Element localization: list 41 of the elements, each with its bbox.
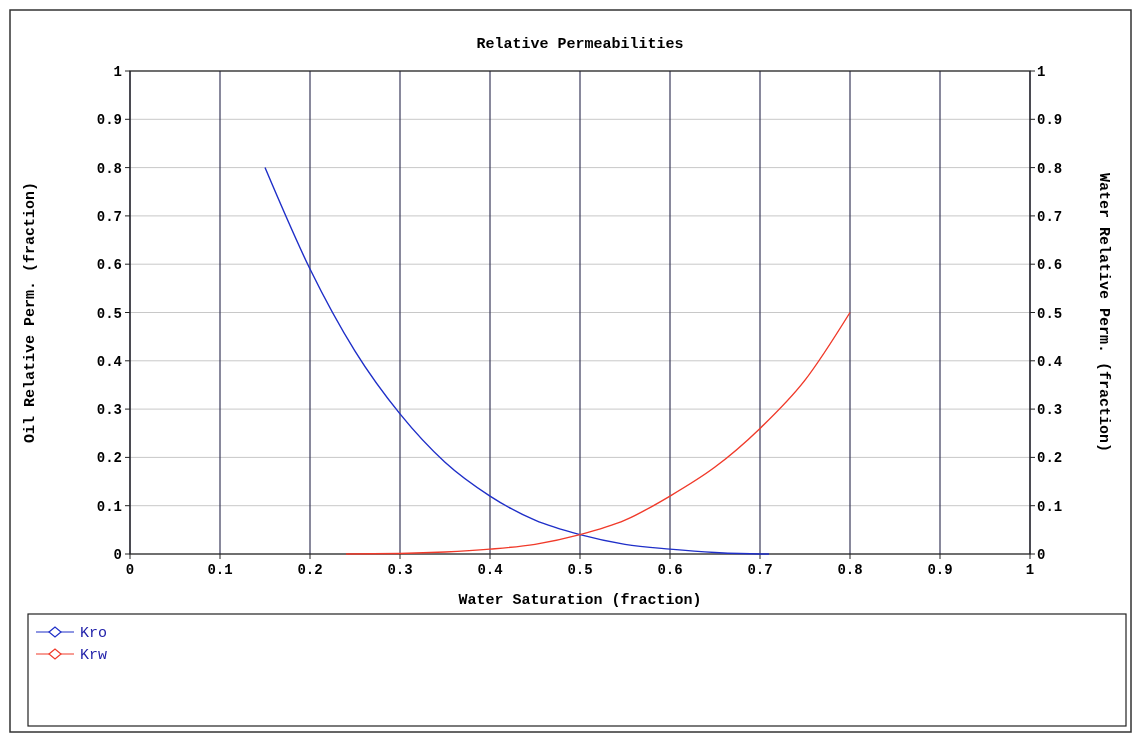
- y2-axis-title: Water Relative Perm. (fraction): [1095, 172, 1112, 453]
- y-tick-label: 0.2: [96, 450, 122, 467]
- line-series: [345, 311, 851, 555]
- x-tick-label: 0.7: [747, 562, 773, 578]
- y2-tick-label: 0.1: [1037, 498, 1063, 515]
- x-tick-label: 0.1: [207, 562, 233, 578]
- y2-tick-label: 0.4: [1037, 353, 1063, 370]
- x-tick-label: 0.8: [837, 562, 863, 578]
- x-tick-label: 0.3: [387, 562, 413, 578]
- y2-tick-label: 0.8: [1037, 160, 1063, 177]
- line-series: [264, 166, 770, 555]
- y-tick-label: 0.4: [96, 353, 122, 370]
- x-axis-title: Water Saturation (fraction): [458, 592, 702, 609]
- x-tick-label: 0.9: [927, 562, 953, 578]
- x-tick-label: 0.2: [297, 562, 323, 578]
- y-tick-label: 0.3: [96, 402, 122, 419]
- y2-tick-label: 1: [1037, 64, 1046, 80]
- y-tick-label: 0: [113, 547, 122, 563]
- y2-tick-label: 0.3: [1037, 402, 1063, 419]
- legend-label: Kro: [80, 625, 108, 642]
- y2-tick-label: 0.6: [1037, 257, 1063, 274]
- y-tick-label: 0.7: [96, 208, 122, 225]
- x-tick-label: 0: [125, 562, 135, 578]
- y-tick-label: 1: [113, 64, 122, 80]
- x-tick-label: 0.6: [657, 562, 683, 578]
- y-tick-label: 0.8: [96, 160, 122, 177]
- x-tick-label: 1: [1025, 562, 1035, 578]
- y2-tick-label: 0.9: [1037, 112, 1063, 129]
- y-tick-label: 0.9: [96, 112, 122, 129]
- y-tick-label: 0.5: [96, 305, 122, 322]
- y2-tick-label: 0.7: [1037, 208, 1063, 225]
- y2-tick-label: 0.5: [1037, 305, 1063, 322]
- legend-label: Krw: [80, 647, 108, 664]
- x-tick-label: 0.4: [477, 562, 503, 578]
- y-axis-title: Oil Relative Perm. (fraction): [22, 181, 39, 444]
- chart-title: Relative Permeabilities: [476, 36, 684, 53]
- y2-tick-label: 0: [1037, 547, 1046, 563]
- y-tick-label: 0.6: [96, 257, 122, 274]
- y-tick-label: 0.1: [96, 498, 122, 515]
- x-tick-label: 0.5: [567, 562, 593, 578]
- y2-tick-label: 0.2: [1037, 450, 1063, 467]
